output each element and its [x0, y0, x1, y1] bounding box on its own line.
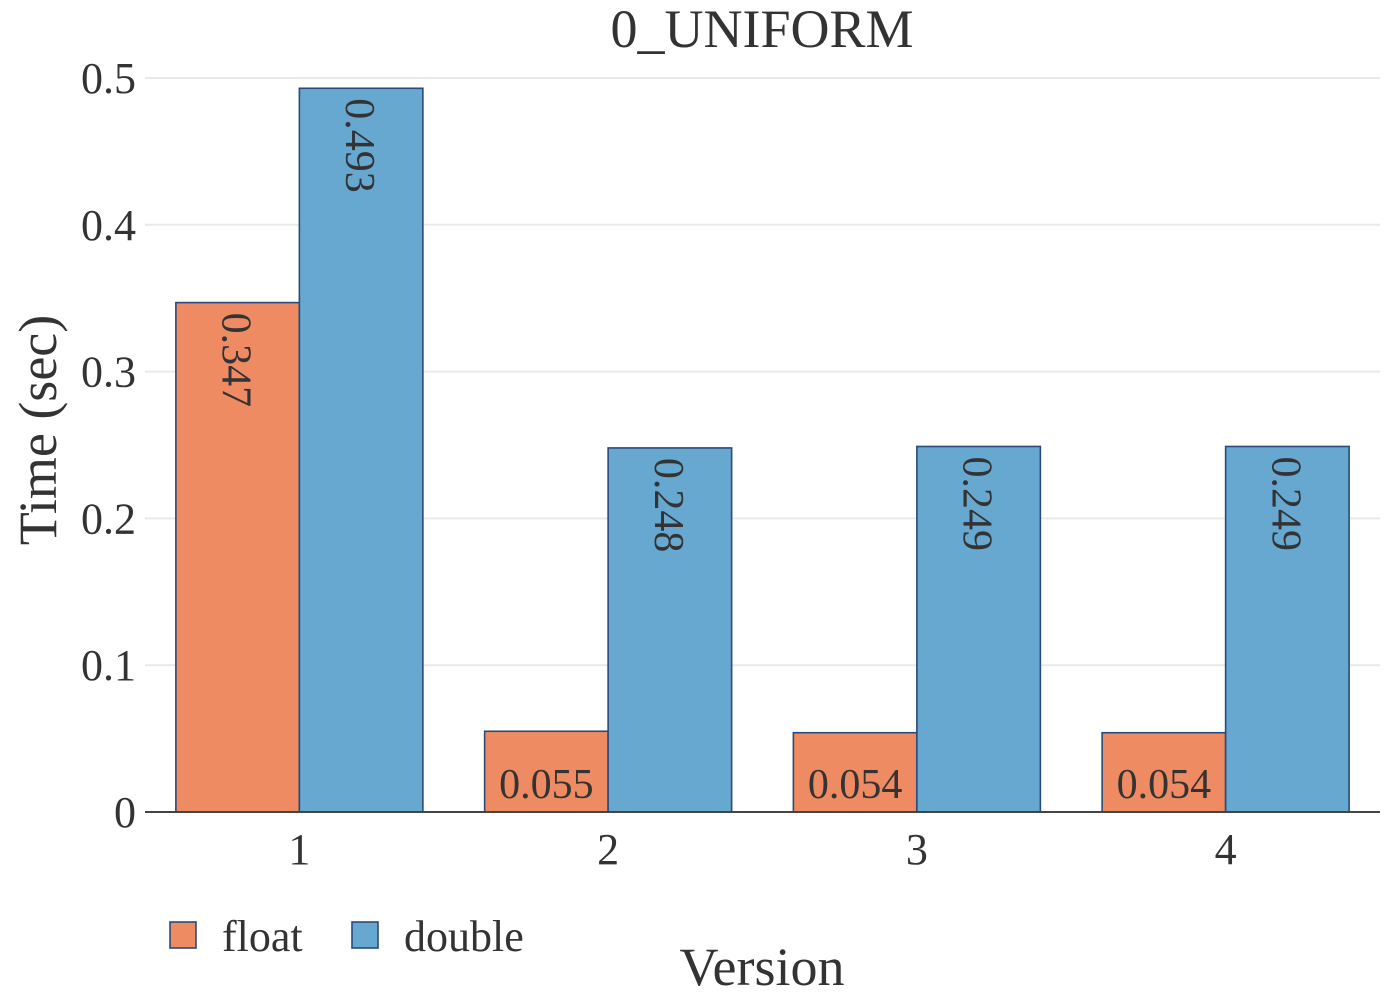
chart-title: 0_UNIFORM: [610, 0, 913, 59]
data-label: 0.347: [213, 313, 259, 408]
data-label: 0.054: [1117, 762, 1212, 808]
data-label: 0.249: [954, 456, 1000, 551]
bar-double-3[interactable]: [916, 445, 1042, 813]
x-tick-label: 2: [597, 825, 619, 874]
y-tick-label: 0: [114, 788, 136, 837]
y-tick-label: 0.2: [81, 494, 136, 543]
bars-layer: [175, 87, 1350, 813]
bar-double-4[interactable]: [1224, 445, 1350, 813]
data-labels-layer: 0.347 0.493 0.055 0.248 0.054 0.249 0.054 0.249: [213, 98, 1309, 808]
legend-label-float[interactable]: float: [222, 912, 303, 961]
y-axis-title: Time (sec): [8, 315, 68, 545]
data-label: 0.054: [808, 762, 903, 808]
x-axis-ticks: 1 2 3 4: [145, 811, 1380, 874]
bar-double-2[interactable]: [607, 447, 733, 813]
x-axis-title: Version: [680, 937, 845, 997]
bar-float-1[interactable]: [175, 301, 301, 813]
y-tick-label: 0.5: [81, 54, 136, 103]
x-tick-label: 4: [1215, 825, 1237, 874]
y-axis-ticks: 0 0.1 0.2 0.3 0.4 0.5: [81, 54, 136, 837]
legend-label-double[interactable]: double: [404, 912, 524, 961]
data-label: 0.249: [1262, 456, 1308, 551]
x-tick-label: 1: [288, 825, 310, 874]
data-label: 0.248: [645, 458, 691, 553]
data-label: 0.055: [499, 762, 594, 808]
legend-swatch-double[interactable]: [351, 921, 379, 949]
bar-double-1[interactable]: [298, 87, 424, 813]
bar-float-4[interactable]: [1101, 731, 1227, 813]
y-tick-label: 0.1: [81, 641, 136, 690]
legend: float double: [169, 912, 524, 961]
x-tick-label: 3: [906, 825, 928, 874]
y-tick-label: 0.4: [81, 201, 136, 250]
legend-swatch-float[interactable]: [169, 921, 197, 949]
data-label: 0.493: [336, 98, 382, 193]
y-tick-label: 0.3: [81, 348, 136, 397]
